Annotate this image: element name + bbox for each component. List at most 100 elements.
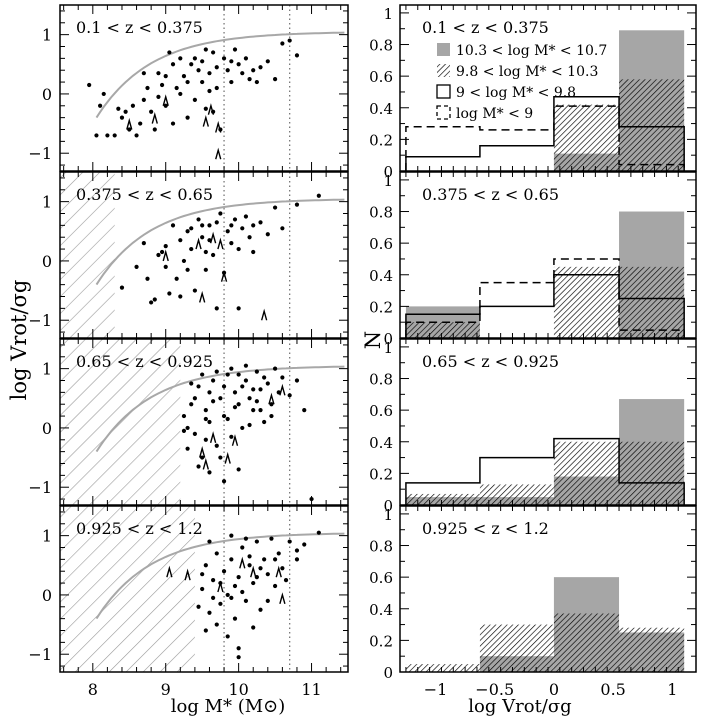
data-point [214, 306, 219, 311]
data-point [265, 381, 270, 386]
upper-limit-marker [279, 592, 286, 605]
data-point [240, 589, 245, 595]
y-tick-label: 0.4 [369, 100, 393, 118]
data-point [214, 220, 219, 225]
data-point [167, 50, 172, 55]
data-point [170, 223, 176, 228]
data-point [211, 252, 216, 258]
legend-swatch-filled [437, 43, 450, 56]
data-point [200, 223, 205, 228]
histogram-bar-mid-mass [405, 493, 480, 505]
y-tick-label: 0.2 [369, 298, 393, 316]
y-tick-label: 0.6 [369, 569, 393, 587]
data-point [221, 384, 227, 389]
data-point [203, 408, 208, 413]
y-tick-label: 0.6 [369, 68, 393, 86]
data-point [207, 223, 212, 228]
data-point [236, 655, 241, 660]
data-point [185, 267, 190, 272]
histogram-bar-mid-mass [619, 79, 685, 171]
data-point [221, 413, 227, 419]
data-point [200, 586, 205, 592]
y-tick-label: 0 [383, 664, 393, 682]
upper-limit-marker [239, 556, 246, 569]
y-tick-label: −1 [28, 645, 52, 664]
model-curve [95, 31, 345, 119]
data-point [174, 276, 179, 281]
data-point [265, 232, 270, 237]
data-point [200, 372, 205, 377]
upper-limit-marker [250, 565, 257, 578]
data-point [192, 396, 197, 401]
y-tick-label: 0.4 [369, 434, 393, 452]
y-tick-label: 0.6 [369, 235, 393, 253]
data-point [221, 569, 227, 574]
data-point [196, 384, 201, 389]
y-tick-label: 0.2 [369, 632, 393, 650]
data-point [127, 127, 132, 132]
upper-limit-marker [275, 565, 282, 578]
histogram-step-intermediate-mass [405, 437, 685, 505]
data-point [185, 229, 190, 234]
data-point [272, 557, 278, 562]
histogram-bar-mid-mass [553, 613, 620, 672]
data-point [262, 557, 267, 562]
data-point [203, 249, 208, 255]
data-point [247, 77, 252, 82]
data-point [214, 85, 219, 91]
data-point [192, 97, 197, 102]
data-point [207, 470, 212, 475]
data-point [214, 65, 219, 70]
data-point [149, 109, 154, 114]
data-point [141, 97, 146, 102]
data-point [236, 467, 241, 472]
data-point [203, 267, 208, 272]
data-point [243, 363, 249, 368]
data-point [203, 47, 208, 52]
legend-entry-filled: 10.3 < log M* < 10.7 [456, 43, 607, 59]
upper-limit-marker [260, 308, 268, 321]
y-tick-label: 1 [42, 26, 52, 45]
histogram-bar-mid-mass [405, 664, 480, 672]
data-point [254, 79, 259, 85]
data-point [265, 598, 270, 603]
y-tick-label: 1 [383, 506, 393, 524]
data-point [316, 193, 321, 198]
upper-limit-marker [220, 270, 228, 282]
histogram-panel-3 [405, 399, 685, 505]
data-point [269, 413, 274, 419]
low-mass-hatch-region [60, 506, 195, 672]
data-point [258, 387, 263, 392]
legend-entry-hatched: 9.8 < log M* < 10.3 [456, 64, 598, 80]
legend: 10.3 < log M* < 10.7 9.8 < log M* < 10.3 9… [436, 43, 607, 122]
redshift-label: 0.65 < z < 0.925 [422, 352, 559, 371]
data-point [302, 542, 307, 547]
data-point [232, 390, 238, 395]
data-point [196, 604, 201, 609]
data-point [254, 369, 259, 374]
data-point [214, 622, 219, 627]
data-point [101, 91, 106, 97]
data-point [196, 464, 201, 469]
data-point [214, 443, 219, 448]
upper-limit-marker [231, 434, 239, 446]
data-point [236, 372, 241, 377]
upper-limit-marker [166, 565, 173, 578]
histogram-bar-mid-mass [479, 484, 554, 505]
data-point [174, 85, 179, 91]
y-tick-label: 1 [383, 172, 393, 190]
data-point [211, 595, 216, 600]
data-point [211, 378, 216, 383]
redshift-label: 0.925 < z < 1.2 [76, 519, 203, 538]
x-tick-label: 1 [667, 680, 677, 699]
data-point [258, 65, 263, 70]
data-point [316, 530, 321, 535]
data-point [251, 387, 256, 392]
data-point [141, 241, 146, 246]
data-point [269, 402, 274, 407]
data-point [236, 306, 241, 311]
data-point [251, 68, 256, 73]
data-point [240, 545, 245, 550]
data-point [258, 566, 263, 571]
